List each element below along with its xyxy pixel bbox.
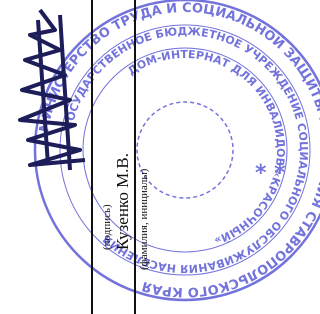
stamp-text: ГОСУДАРСТВЕННОЕ БЮДЖЕТНОЕ УЧРЕЖДЕНИЕ СОЦ…: [62, 25, 310, 275]
scan: МИНИСТЕРСТВО ТРУДА И СОЦИАЛЬНОЙ ЗАЩИТЫ Н…: [0, 0, 320, 314]
signer-name: Кузенко М.В.: [113, 153, 132, 250]
name-caption: (фамилия, инициалы): [138, 168, 150, 270]
stamp-ring-text: ГОСУДАРСТВЕННОЕ БЮДЖЕТНОЕ УЧРЕЖДЕНИЕ СОЦ…: [62, 25, 310, 275]
stamp-stars: * *: [255, 161, 286, 186]
signature-caption: (подпись): [101, 204, 113, 250]
stamp-emblem: [137, 102, 233, 198]
